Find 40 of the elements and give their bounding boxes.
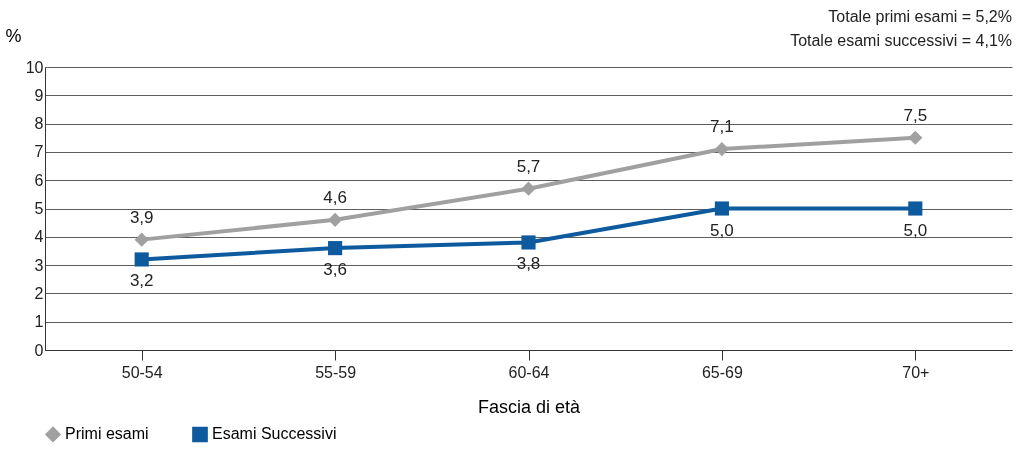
data-label: 5,7: [516, 156, 541, 176]
x-axis-title: Fascia di età: [477, 396, 582, 417]
y-tick-label: 3: [34, 256, 44, 274]
y-tick-label: 4: [34, 228, 44, 246]
y-tick-label: 9: [34, 86, 44, 104]
point: [328, 212, 343, 227]
point: [328, 241, 343, 256]
y-tick-label: 6: [34, 171, 44, 189]
point: [521, 181, 536, 196]
y-tick-label: 5: [34, 200, 44, 217]
x-tick-label: 50-54: [121, 363, 163, 381]
y-tick-label: 0: [34, 341, 44, 359]
text: Totale primi esami = 5,2%: [828, 8, 1012, 25]
y-tick-label: 2: [34, 284, 44, 302]
point: [134, 232, 149, 247]
data-label: 3,9: [129, 207, 154, 227]
y-tick-label: 7: [34, 143, 44, 161]
x-tick-label: 70+: [902, 363, 930, 381]
point: [134, 252, 149, 267]
data-label: 3,6: [323, 260, 347, 280]
x-tick-label: 65-69: [701, 363, 743, 381]
data-label: 5,0: [710, 220, 734, 240]
x-tick-label: 55-59: [315, 363, 357, 381]
y-tick-label: 1: [34, 313, 44, 331]
data-label: 3,2: [129, 271, 154, 291]
legend-label: Esami Successivi: [212, 425, 337, 443]
point: [908, 130, 923, 145]
legend-label: Primi esami: [65, 425, 149, 443]
text: Totale esami successivi = 4,1%: [790, 32, 1012, 49]
point: [714, 201, 729, 216]
y-tick-label: 8: [34, 115, 44, 133]
data-label: 7,5: [903, 105, 928, 125]
data-label: 5,0: [903, 220, 928, 240]
point: [908, 201, 923, 216]
y-axis-title: %: [5, 25, 22, 46]
point: [714, 142, 729, 157]
data-label: 4,6: [323, 187, 347, 207]
point: [521, 235, 536, 250]
y-tick-label: 10: [25, 58, 44, 76]
x-tick-label: 60-64: [508, 363, 550, 381]
